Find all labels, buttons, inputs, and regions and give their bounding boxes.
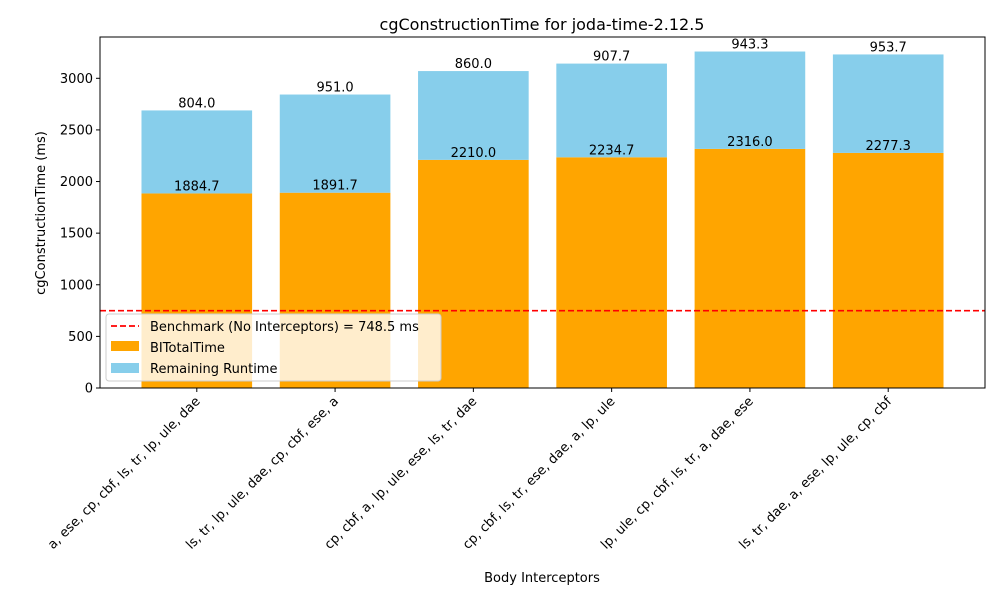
legend-bitotaltime-swatch — [111, 341, 139, 351]
x-axis-label: Body Interceptors — [484, 571, 600, 586]
y-tick-label: 500 — [68, 330, 93, 345]
data-label: 2234.7 — [589, 143, 635, 158]
data-label: 953.7 — [870, 40, 907, 55]
data-label: 2210.0 — [451, 146, 497, 161]
bars — [141, 51, 944, 388]
bar-bitotaltime — [694, 148, 806, 388]
legend-box — [105, 313, 442, 382]
y-tick-label: 2500 — [60, 123, 93, 138]
y-tick-label: 1500 — [60, 227, 93, 242]
data-label: 2316.0 — [727, 135, 773, 150]
x-tick-label: ls, tr, lp, ule, dae, cp, cbf, ese, a — [184, 394, 342, 552]
x-tick-label: lp, ule, cp, cbf, ls, tr, a, dae, ese — [598, 394, 756, 552]
bar-remaining-runtime — [279, 94, 391, 193]
legend: Benchmark (No Interceptors) = 748.5 ms B… — [105, 313, 442, 382]
data-labels: 1884.7 804.0 1891.7 951.0 2210.0 860.0 2234.7 9… — [174, 38, 911, 195]
bar-remaining-runtime — [832, 54, 944, 153]
y-tick-label: 1000 — [60, 278, 93, 293]
bar-bitotaltime — [556, 157, 667, 388]
data-label: 1884.7 — [174, 179, 220, 194]
bar-remaining-runtime — [556, 63, 667, 158]
bar-bitotaltime — [832, 152, 944, 388]
x-tick-label: cp, cbf, ls, tr, ese, dae, a, lp, ule — [460, 394, 618, 552]
data-label: 943.3 — [731, 38, 768, 53]
data-label: 951.0 — [316, 81, 353, 96]
data-label: 804.0 — [178, 96, 215, 111]
y-axis-label: cgConstructionTime (ms) — [34, 131, 49, 295]
bar-remaining-runtime — [418, 71, 529, 160]
chart-title: cgConstructionTime for joda-time-2.12.5 — [380, 15, 705, 34]
legend-benchmark-label: Benchmark (No Interceptors) = 748.5 ms — [150, 320, 419, 335]
data-label: 2277.3 — [865, 139, 911, 154]
legend-remaining-runtime-swatch — [111, 363, 139, 373]
legend-remaining-runtime-label: Remaining Runtime — [150, 362, 277, 377]
bar-remaining-runtime — [694, 51, 806, 149]
bar-remaining-runtime — [141, 110, 253, 194]
plot-frame — [99, 36, 986, 389]
data-label: 907.7 — [593, 50, 630, 65]
x-tick-label: a, ese, cp, cbf, ls, tr, lp, ule, dae — [45, 394, 203, 552]
legend-bitotaltime-label: BITotalTime — [150, 341, 225, 356]
y-tick-label: 3000 — [60, 72, 93, 87]
data-label: 860.0 — [455, 57, 492, 72]
y-tick-label: 2000 — [60, 175, 93, 190]
data-label: 1891.7 — [312, 179, 358, 194]
x-tick-label: cp, cbf, a, lp, ule, ese, ls, tr, dae — [322, 394, 480, 552]
y-tick-label: 0 — [85, 382, 93, 397]
x-tick-label: ls, tr, dae, a, ese, lp, ule, cp, cbf — [737, 394, 896, 553]
